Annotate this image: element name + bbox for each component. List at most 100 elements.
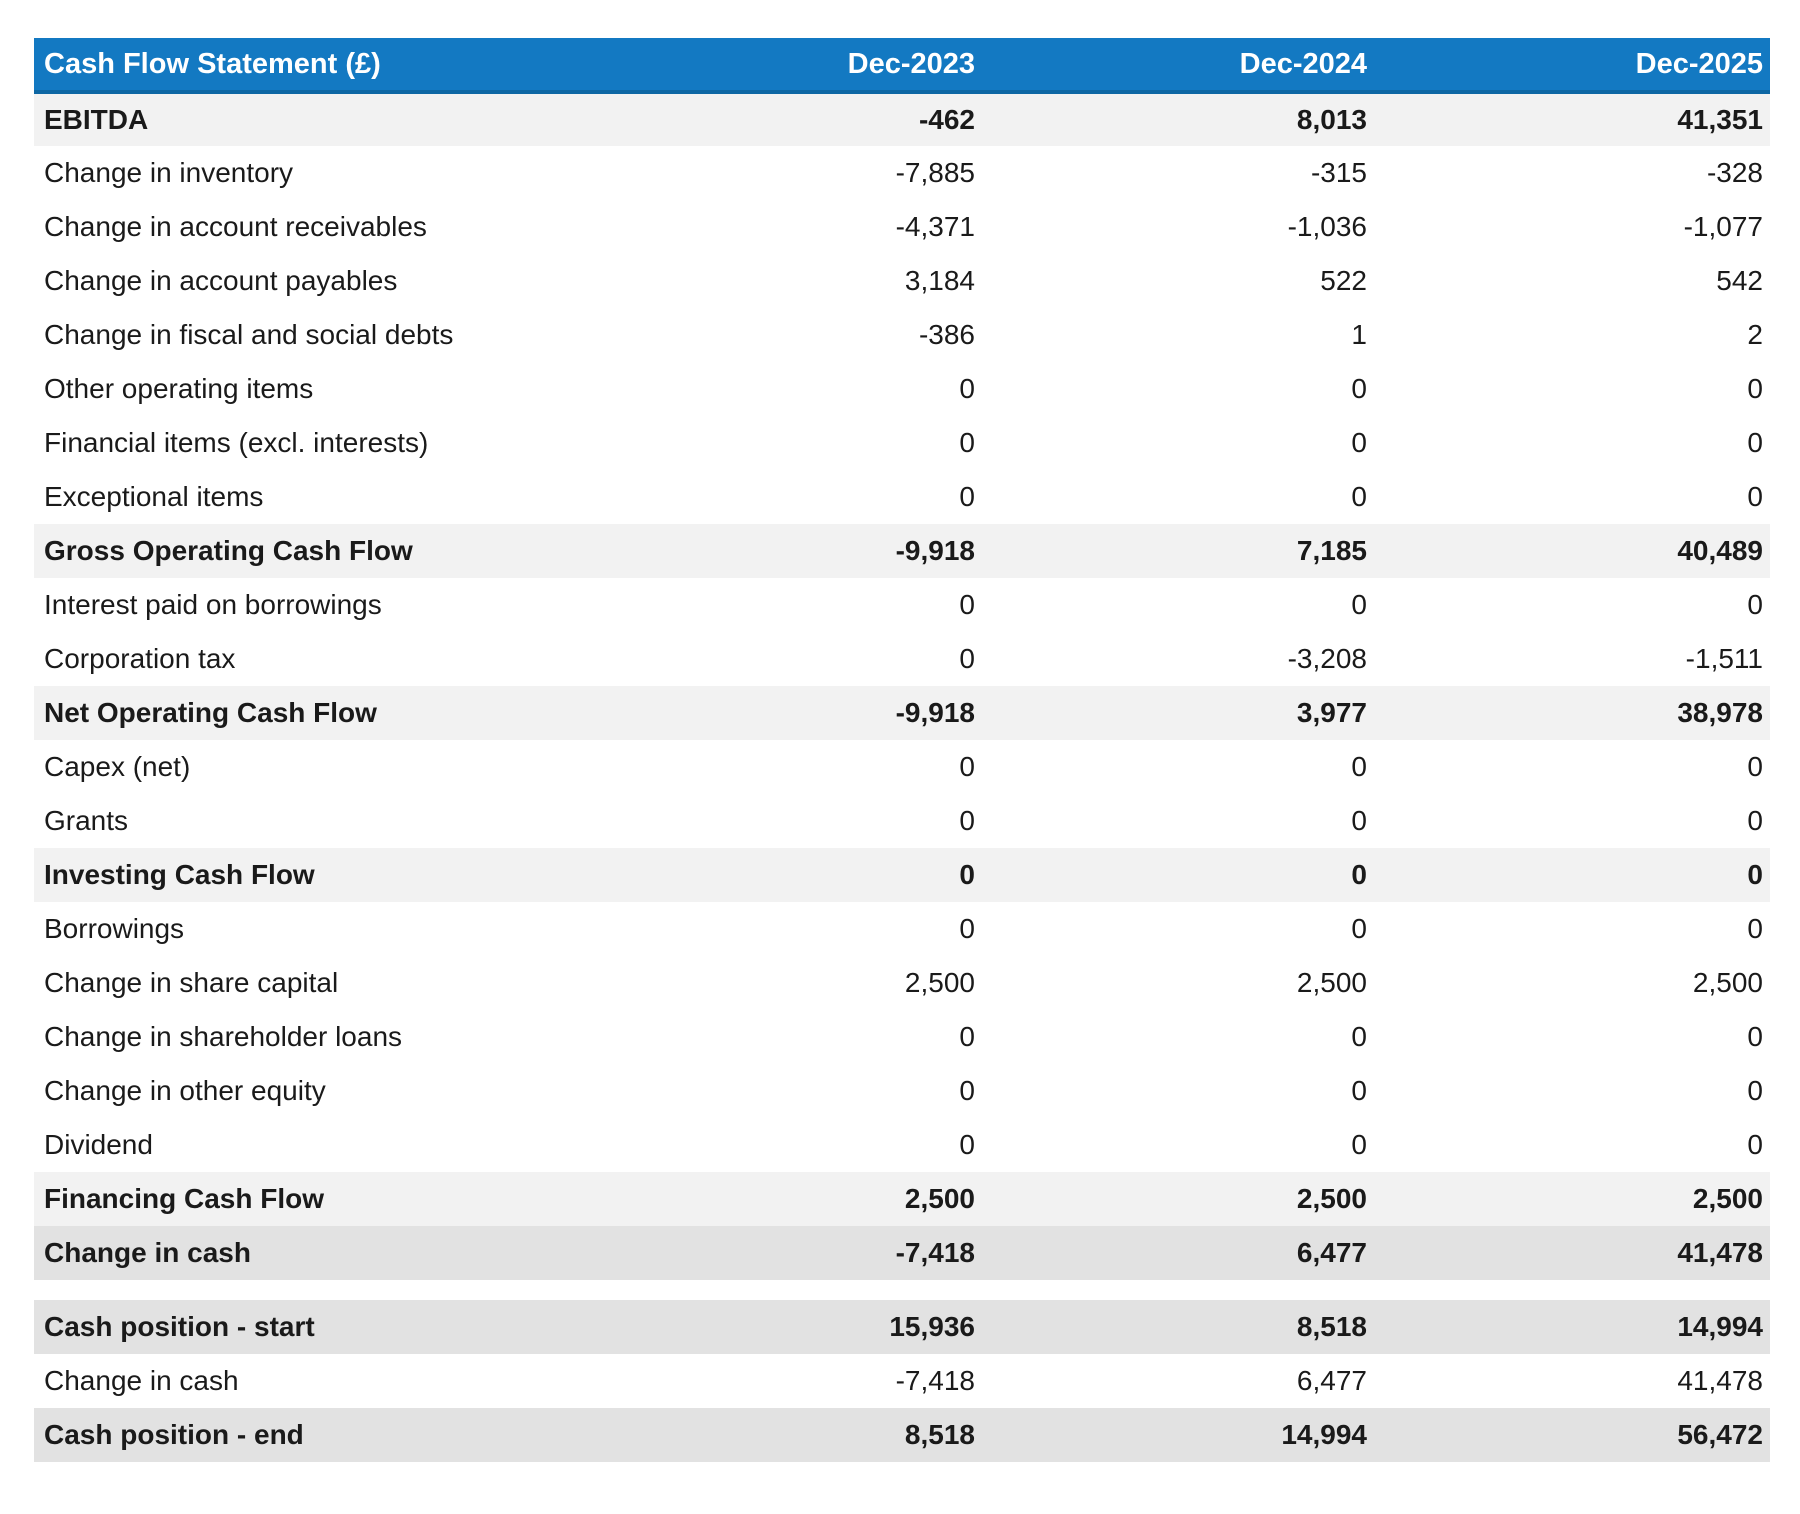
table-row: Net Operating Cash Flow -9,918 3,977 38,…	[34, 686, 1770, 740]
cell-dec-2024: 0	[982, 902, 1374, 956]
cell-dec-2024: 0	[982, 1010, 1374, 1064]
row-label: Interest paid on borrowings	[34, 578, 590, 632]
cell-dec-2025: 41,478	[1374, 1354, 1770, 1408]
row-label: Change in share capital	[34, 956, 590, 1010]
table-row: Dividend 0 0 0	[34, 1118, 1770, 1172]
table-row: Corporation tax 0 -3,208 -1,511	[34, 632, 1770, 686]
row-label: Exceptional items	[34, 470, 590, 524]
table-row: EBITDA -462 8,013 41,351	[34, 92, 1770, 146]
table-row: Change in fiscal and social debts -386 1…	[34, 308, 1770, 362]
cell-dec-2024: 2,500	[982, 956, 1374, 1010]
cell-dec-2025: 38,978	[1374, 686, 1770, 740]
spacer-row	[34, 1280, 1770, 1300]
table-row: Change in cash -7,418 6,477 41,478	[34, 1226, 1770, 1280]
cell-dec-2024: 6,477	[982, 1226, 1374, 1280]
table-row: Borrowings 0 0 0	[34, 902, 1770, 956]
table-row: Change in inventory -7,885 -315 -328	[34, 146, 1770, 200]
table-row: Change in share capital 2,500 2,500 2,50…	[34, 956, 1770, 1010]
cell-dec-2025: 41,478	[1374, 1226, 1770, 1280]
row-label: Change in account receivables	[34, 200, 590, 254]
row-label: Other operating items	[34, 362, 590, 416]
row-label: Grants	[34, 794, 590, 848]
row-label: Change in inventory	[34, 146, 590, 200]
cell-dec-2025: 0	[1374, 578, 1770, 632]
cell-dec-2023: 0	[590, 416, 982, 470]
table-row: Change in cash -7,418 6,477 41,478	[34, 1354, 1770, 1408]
row-label: Capex (net)	[34, 740, 590, 794]
cell-dec-2023: 0	[590, 1118, 982, 1172]
cell-dec-2024: 14,994	[982, 1408, 1374, 1462]
cell-dec-2023: -7,418	[590, 1226, 982, 1280]
table-header-row: Cash Flow Statement (£) Dec-2023 Dec-202…	[34, 38, 1770, 94]
table-row: Change in shareholder loans 0 0 0	[34, 1010, 1770, 1064]
cell-dec-2023: 15,936	[590, 1300, 982, 1354]
table-row: Exceptional items 0 0 0	[34, 470, 1770, 524]
cell-dec-2024: -3,208	[982, 632, 1374, 686]
table-row: Financial items (excl. interests) 0 0 0	[34, 416, 1770, 470]
cell-dec-2025: 40,489	[1374, 524, 1770, 578]
row-label: Cash position - start	[34, 1300, 590, 1354]
cell-dec-2024: 0	[982, 848, 1374, 902]
row-label: Change in cash	[34, 1226, 590, 1280]
table-row: Cash position - start 15,936 8,518 14,99…	[34, 1300, 1770, 1354]
cell-dec-2024: 0	[982, 470, 1374, 524]
row-label: Dividend	[34, 1118, 590, 1172]
column-header-dec-2024: Dec-2024	[982, 38, 1374, 94]
cell-dec-2024: 0	[982, 362, 1374, 416]
row-label: Net Operating Cash Flow	[34, 686, 590, 740]
cell-dec-2025: 2,500	[1374, 1172, 1770, 1226]
cell-dec-2023: -7,885	[590, 146, 982, 200]
table-row: Cash position - end 8,518 14,994 56,472	[34, 1408, 1770, 1462]
row-label: EBITDA	[34, 92, 590, 146]
cell-dec-2024: 0	[982, 740, 1374, 794]
cell-dec-2023: -9,918	[590, 686, 982, 740]
cell-dec-2023: 8,518	[590, 1408, 982, 1462]
cell-dec-2025: 0	[1374, 416, 1770, 470]
cell-dec-2025: 2,500	[1374, 956, 1770, 1010]
table-row: Interest paid on borrowings 0 0 0	[34, 578, 1770, 632]
cell-dec-2025: 2	[1374, 308, 1770, 362]
cell-dec-2024: 6,477	[982, 1354, 1374, 1408]
cell-dec-2025: 0	[1374, 1010, 1770, 1064]
cell-dec-2023: 2,500	[590, 956, 982, 1010]
row-label: Financing Cash Flow	[34, 1172, 590, 1226]
spacer-cell	[34, 1280, 1770, 1300]
row-label: Change in shareholder loans	[34, 1010, 590, 1064]
cell-dec-2023: 3,184	[590, 254, 982, 308]
row-label: Cash position - end	[34, 1408, 590, 1462]
cell-dec-2025: -1,077	[1374, 200, 1770, 254]
cell-dec-2024: 1	[982, 308, 1374, 362]
cell-dec-2023: -9,918	[590, 524, 982, 578]
cell-dec-2025: 542	[1374, 254, 1770, 308]
row-label: Change in other equity	[34, 1064, 590, 1118]
row-label: Change in cash	[34, 1354, 590, 1408]
table-row: Grants 0 0 0	[34, 794, 1770, 848]
cell-dec-2024: -1,036	[982, 200, 1374, 254]
cell-dec-2025: -1,511	[1374, 632, 1770, 686]
cell-dec-2023: -462	[590, 92, 982, 146]
cell-dec-2024: 0	[982, 1064, 1374, 1118]
cell-dec-2023: 0	[590, 362, 982, 416]
table-row: Investing Cash Flow 0 0 0	[34, 848, 1770, 902]
cell-dec-2025: 0	[1374, 794, 1770, 848]
cell-dec-2025: 41,351	[1374, 92, 1770, 146]
cell-dec-2024: 3,977	[982, 686, 1374, 740]
cell-dec-2025: 0	[1374, 902, 1770, 956]
row-label: Gross Operating Cash Flow	[34, 524, 590, 578]
cell-dec-2024: 0	[982, 578, 1374, 632]
cell-dec-2025: 0	[1374, 1118, 1770, 1172]
cell-dec-2023: 0	[590, 1010, 982, 1064]
row-label: Change in fiscal and social debts	[34, 308, 590, 362]
cell-dec-2024: 0	[982, 1118, 1374, 1172]
cell-dec-2024: 522	[982, 254, 1374, 308]
table-title: Cash Flow Statement (£)	[34, 38, 590, 94]
cell-dec-2023: -386	[590, 308, 982, 362]
row-label: Change in account payables	[34, 254, 590, 308]
cell-dec-2023: 2,500	[590, 1172, 982, 1226]
table-row: Change in account payables 3,184 522 542	[34, 254, 1770, 308]
cell-dec-2024: 8,013	[982, 92, 1374, 146]
cell-dec-2025: 14,994	[1374, 1300, 1770, 1354]
row-label: Investing Cash Flow	[34, 848, 590, 902]
cell-dec-2023: 0	[590, 470, 982, 524]
